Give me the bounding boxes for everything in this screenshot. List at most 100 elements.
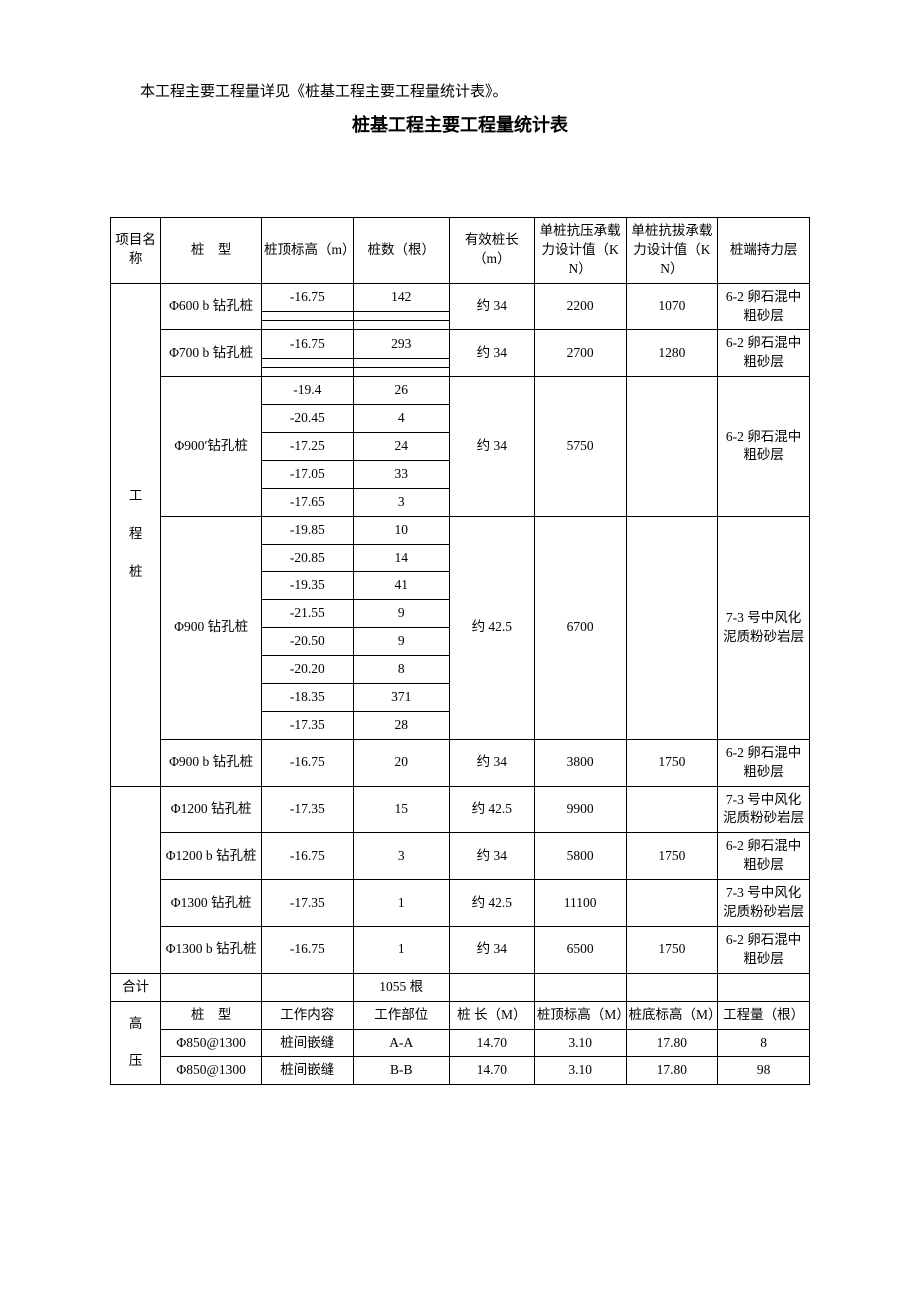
cell: 17.80 (626, 1029, 718, 1057)
cell: 5750 (534, 377, 626, 516)
cell: 33 (353, 460, 449, 488)
intro-text: 本工程主要工程量详见《桩基工程主要工程量统计表》。 (110, 80, 810, 101)
cell: 3 (353, 833, 449, 880)
cell: 6-2 卵石混中粗砂层 (718, 926, 810, 973)
cell: -19.4 (261, 377, 353, 405)
hdr-project: 项目名称 (111, 218, 161, 284)
cell: 9 (353, 628, 449, 656)
cell: -17.35 (261, 880, 353, 927)
table-header-row: 项目名称 桩 型 桩顶标高（m） 桩数（根） 有效桩长（m） 单桩抗压承载力设计… (111, 218, 810, 284)
cell: 约 34 (449, 833, 534, 880)
cell: Φ700 b 钻孔桩 (161, 330, 262, 377)
cell: 8 (718, 1029, 810, 1057)
cell: -16.75 (261, 926, 353, 973)
table-row: Φ1300 钻孔桩 -17.35 1 约 42.5 11100 7-3 号中风化… (111, 880, 810, 927)
cell: -16.75 (261, 833, 353, 880)
cell: 1280 (626, 330, 718, 377)
cell: 7-3 号中风化泥质粉砂岩层 (718, 516, 810, 739)
cell: 3.10 (534, 1057, 626, 1085)
cell (353, 368, 449, 377)
cell: -17.35 (261, 786, 353, 833)
cell: Φ1200 钻孔桩 (161, 786, 262, 833)
cell: 98 (718, 1057, 810, 1085)
cell: 15 (353, 786, 449, 833)
table-row: Φ900 b 钻孔桩 -16.75 20 约 34 3800 1750 6-2 … (111, 739, 810, 786)
cell: 桩顶标高（M） (534, 1001, 626, 1029)
cell: 26 (353, 377, 449, 405)
cell: 约 34 (449, 377, 534, 516)
cell: 2700 (534, 330, 626, 377)
cell: 5800 (534, 833, 626, 880)
cell (261, 321, 353, 330)
cell: -17.35 (261, 711, 353, 739)
cell: 11100 (534, 880, 626, 927)
cell: -20.85 (261, 544, 353, 572)
hdr-comp: 单桩抗压承载力设计值（KN） (534, 218, 626, 284)
cell (261, 368, 353, 377)
hdr-length: 有效桩长（m） (449, 218, 534, 284)
table-row: Φ1300 b 钻孔桩 -16.75 1 约 34 6500 1750 6-2 … (111, 926, 810, 973)
table-row: Φ900 钻孔桩 -19.85 10 约 42.5 6700 7-3 号中风化泥… (111, 516, 810, 544)
cell (718, 973, 810, 1001)
hdr-count: 桩数（根） (353, 218, 449, 284)
cell (261, 973, 353, 1001)
table-row: Φ850@1300 桩间嵌缝 B-B 14.70 3.10 17.80 98 (111, 1057, 810, 1085)
cell (626, 786, 718, 833)
cell: 9 (353, 600, 449, 628)
main-table: 项目名称 桩 型 桩顶标高（m） 桩数（根） 有效桩长（m） 单桩抗压承载力设计… (110, 217, 810, 1085)
cell: 8 (353, 656, 449, 684)
cell: 6-2 卵石混中粗砂层 (718, 833, 810, 880)
cell: 7-3 号中风化泥质粉砂岩层 (718, 880, 810, 927)
cell: Φ850@1300 (161, 1029, 262, 1057)
cell: Φ900′钻孔桩 (161, 377, 262, 516)
cell: 2200 (534, 283, 626, 330)
cell: 约 34 (449, 283, 534, 330)
cell: 4 (353, 405, 449, 433)
cell: 10 (353, 516, 449, 544)
cell: -18.35 (261, 684, 353, 712)
page-title: 桩基工程主要工程量统计表 (110, 111, 810, 137)
sec2-label: 高 压 (111, 1001, 161, 1085)
table-total-row: 合计 1055 根 (111, 973, 810, 1001)
cell: 20 (353, 739, 449, 786)
cell (626, 377, 718, 516)
cell (161, 973, 262, 1001)
cell: 6700 (534, 516, 626, 739)
cell (261, 358, 353, 367)
cell: 41 (353, 572, 449, 600)
cell (449, 973, 534, 1001)
cell: 293 (353, 330, 449, 358)
cell: Φ1200 b 钻孔桩 (161, 833, 262, 880)
cell: 1750 (626, 739, 718, 786)
cell (534, 973, 626, 1001)
cell: 桩 长（M） (449, 1001, 534, 1029)
group-label-empty (111, 786, 161, 973)
cell: 142 (353, 283, 449, 311)
cell: -17.05 (261, 460, 353, 488)
sec2-header-row: 高 压 桩 型 工作内容 工作部位 桩 长（M） 桩顶标高（M） 桩底标高（M）… (111, 1001, 810, 1029)
cell: 1 (353, 926, 449, 973)
cell (626, 880, 718, 927)
cell: Φ1300 b 钻孔桩 (161, 926, 262, 973)
total-count: 1055 根 (353, 973, 449, 1001)
cell: 约 42.5 (449, 880, 534, 927)
cell (626, 516, 718, 739)
cell: 6-2 卵石混中粗砂层 (718, 739, 810, 786)
cell (353, 321, 449, 330)
cell: 9900 (534, 786, 626, 833)
cell: 1070 (626, 283, 718, 330)
cell: 约 42.5 (449, 786, 534, 833)
table-row: 工 程 桩 Φ600 b 钻孔桩 -16.75 142 约 34 2200 10… (111, 283, 810, 311)
cell: 约 34 (449, 926, 534, 973)
hdr-elev: 桩顶标高（m） (261, 218, 353, 284)
hdr-layer: 桩端持力层 (718, 218, 810, 284)
cell: -16.75 (261, 283, 353, 311)
cell: 14.70 (449, 1029, 534, 1057)
cell: 7-3 号中风化泥质粉砂岩层 (718, 786, 810, 833)
cell: 14.70 (449, 1057, 534, 1085)
cell (261, 312, 353, 321)
cell: 工作部位 (353, 1001, 449, 1029)
table-row: Φ1200 b 钻孔桩 -16.75 3 约 34 5800 1750 6-2 … (111, 833, 810, 880)
cell: 工程量（根） (718, 1001, 810, 1029)
cell: -19.85 (261, 516, 353, 544)
